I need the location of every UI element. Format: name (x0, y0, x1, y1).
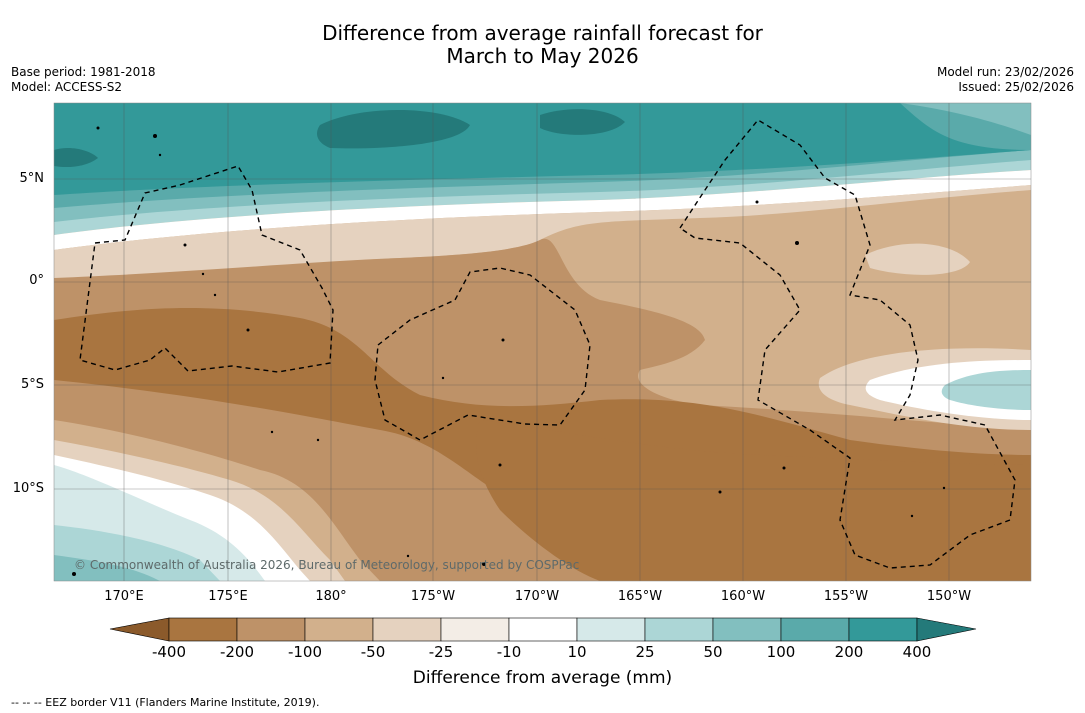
lon-label-170w: 170°W (514, 589, 560, 604)
island (158, 153, 162, 157)
colorbar-box (372, 617, 442, 642)
colorbar-tick: -100 (287, 643, 323, 661)
lat-label-10s: 10°S (12, 481, 44, 496)
colorbar-tick: -200 (219, 643, 255, 661)
tongue-wet-50-east (941, 370, 1031, 410)
colorbar-tick: 200 (834, 643, 864, 661)
island (498, 463, 502, 467)
island (72, 572, 76, 576)
patch-wet-400-a (317, 110, 470, 149)
patch-wet-400-c (54, 147, 98, 168)
model-run: Model run: 23/02/2026 (936, 65, 1074, 79)
colorbar-tick: -10 (496, 643, 522, 661)
island (795, 241, 799, 245)
colorbar-box (236, 617, 306, 642)
island (942, 486, 946, 490)
island (96, 126, 100, 130)
lon-label-170e: 170°E (104, 589, 144, 604)
colorbar-extend-right (916, 617, 977, 642)
map-title-line1: Difference from average rainfall forecas… (322, 21, 763, 45)
island (755, 200, 759, 204)
colorbar-box (508, 617, 578, 642)
colorbar-box (168, 617, 238, 642)
colorbar-tick: 100 (766, 643, 796, 661)
colorbar-box (848, 617, 918, 642)
lon-label-150w: 150°W (926, 589, 972, 604)
island (201, 272, 205, 276)
colorbar-tick: -50 (360, 643, 386, 661)
eez-border-cook-islands (679, 119, 1016, 569)
eez-border-tuvalu (79, 165, 334, 373)
colorbar-tick: 25 (635, 643, 655, 661)
model-name: Model: ACCESS-S2 (11, 80, 123, 94)
colorbar (109, 617, 977, 642)
colorbar-tick: 50 (703, 643, 723, 661)
lon-label-155w: 155°W (823, 589, 869, 604)
colorbar-extend-left (109, 617, 170, 642)
graticule (54, 103, 1031, 581)
islands (72, 126, 946, 576)
base-period: Base period: 1981-2018 (11, 65, 156, 79)
band-wet-ne (900, 103, 1031, 135)
island (153, 134, 157, 138)
rainfall-field (54, 103, 1031, 581)
map-title-line2: March to May 2026 (446, 44, 639, 68)
island (482, 562, 486, 566)
island (246, 328, 250, 332)
colorbar-box (304, 617, 374, 642)
island (406, 554, 410, 558)
colorbar-box (440, 617, 510, 642)
island (782, 466, 786, 470)
map-frame (53, 102, 1032, 582)
island (270, 430, 274, 434)
colorbar-tick: 400 (902, 643, 932, 661)
eez-borders (79, 119, 1016, 569)
band-dry-200-lower (476, 420, 1031, 581)
lat-label-0: 0° (29, 273, 44, 288)
band-neutral (54, 170, 1031, 250)
colorbar-tick: -25 (428, 643, 454, 661)
island (183, 243, 187, 247)
patch-dry-25-ne (865, 243, 970, 275)
island (718, 490, 722, 494)
island (501, 338, 505, 342)
band-wet-100-sw (54, 555, 160, 581)
lon-label-160w: 160°W (720, 589, 766, 604)
colorbar-tick: 10 (567, 643, 587, 661)
colorbar-tick: -400 (151, 643, 187, 661)
lon-label-175e: 175°E (208, 589, 248, 604)
eez-legend-note: -- -- -- EEZ border V11 (Flanders Marine… (11, 696, 320, 709)
colorbar-title: Difference from average (mm) (412, 668, 673, 688)
colorbar-boxes (168, 617, 918, 642)
lon-label-165w: 165°W (617, 589, 663, 604)
lon-label-180: 180° (315, 589, 347, 604)
colorbar-box (712, 617, 782, 642)
patch-wet-400-b (540, 109, 625, 135)
island (910, 514, 914, 518)
colorbar-box (644, 617, 714, 642)
lat-label-5s: 5°S (20, 377, 44, 392)
eez-border-tokelau (374, 267, 591, 441)
island (316, 438, 320, 442)
band-dry-50-north (54, 185, 1031, 280)
lon-label-175w: 175°W (410, 589, 456, 604)
colorbar-box (576, 617, 646, 642)
issued-date: Issued: 25/02/2026 (958, 80, 1074, 94)
lat-label-5n: 5°N (19, 171, 45, 186)
band-wet-200 (54, 103, 1031, 195)
island (213, 293, 217, 297)
island (441, 376, 445, 380)
copyright-notice: © Commonwealth of Australia 2026, Bureau… (74, 558, 580, 572)
colorbar-box (780, 617, 850, 642)
